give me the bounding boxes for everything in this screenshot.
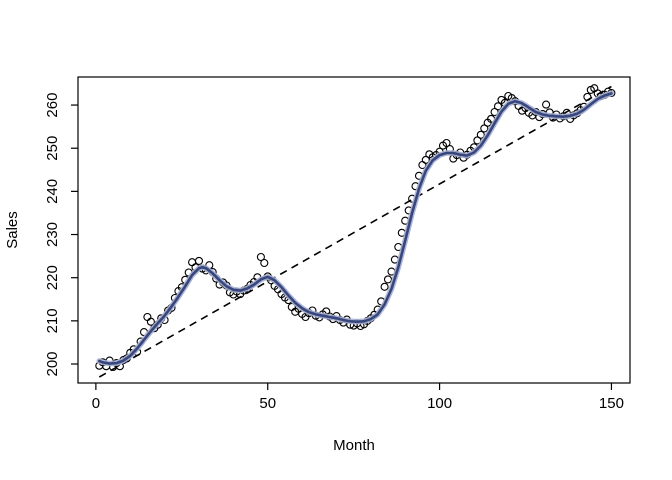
trend-dashed-line	[98, 85, 612, 378]
data-point	[380, 282, 389, 291]
x-tick-label: 150	[599, 395, 624, 412]
smooth-line-halo	[96, 90, 615, 367]
data-point	[476, 130, 485, 139]
y-tick-label: 200	[44, 351, 61, 376]
data-point	[256, 252, 265, 262]
plot-box	[77, 76, 631, 384]
x-axis-title: Month	[333, 437, 375, 454]
x-tick-label: 0	[92, 395, 100, 412]
x-tick-label: 50	[259, 395, 276, 412]
x-tick-label: 100	[427, 395, 452, 412]
data-point	[442, 138, 451, 148]
y-tick-label: 250	[44, 136, 61, 161]
data-point	[493, 102, 503, 111]
data-point	[421, 155, 430, 164]
y-tick-label: 220	[44, 265, 61, 290]
y-axis-title: Sales	[4, 211, 21, 249]
y-tick-label: 210	[44, 308, 61, 333]
y-tick-label: 260	[44, 93, 61, 118]
data-point	[260, 258, 269, 268]
data-point	[188, 258, 197, 267]
data-point	[542, 100, 551, 109]
y-tick-label: 230	[44, 222, 61, 247]
data-point	[383, 275, 393, 284]
smooth-line	[98, 92, 613, 365]
data-point	[194, 256, 204, 265]
y-tick-label: 240	[44, 179, 61, 204]
data-point	[143, 312, 152, 322]
data-point	[146, 317, 155, 326]
